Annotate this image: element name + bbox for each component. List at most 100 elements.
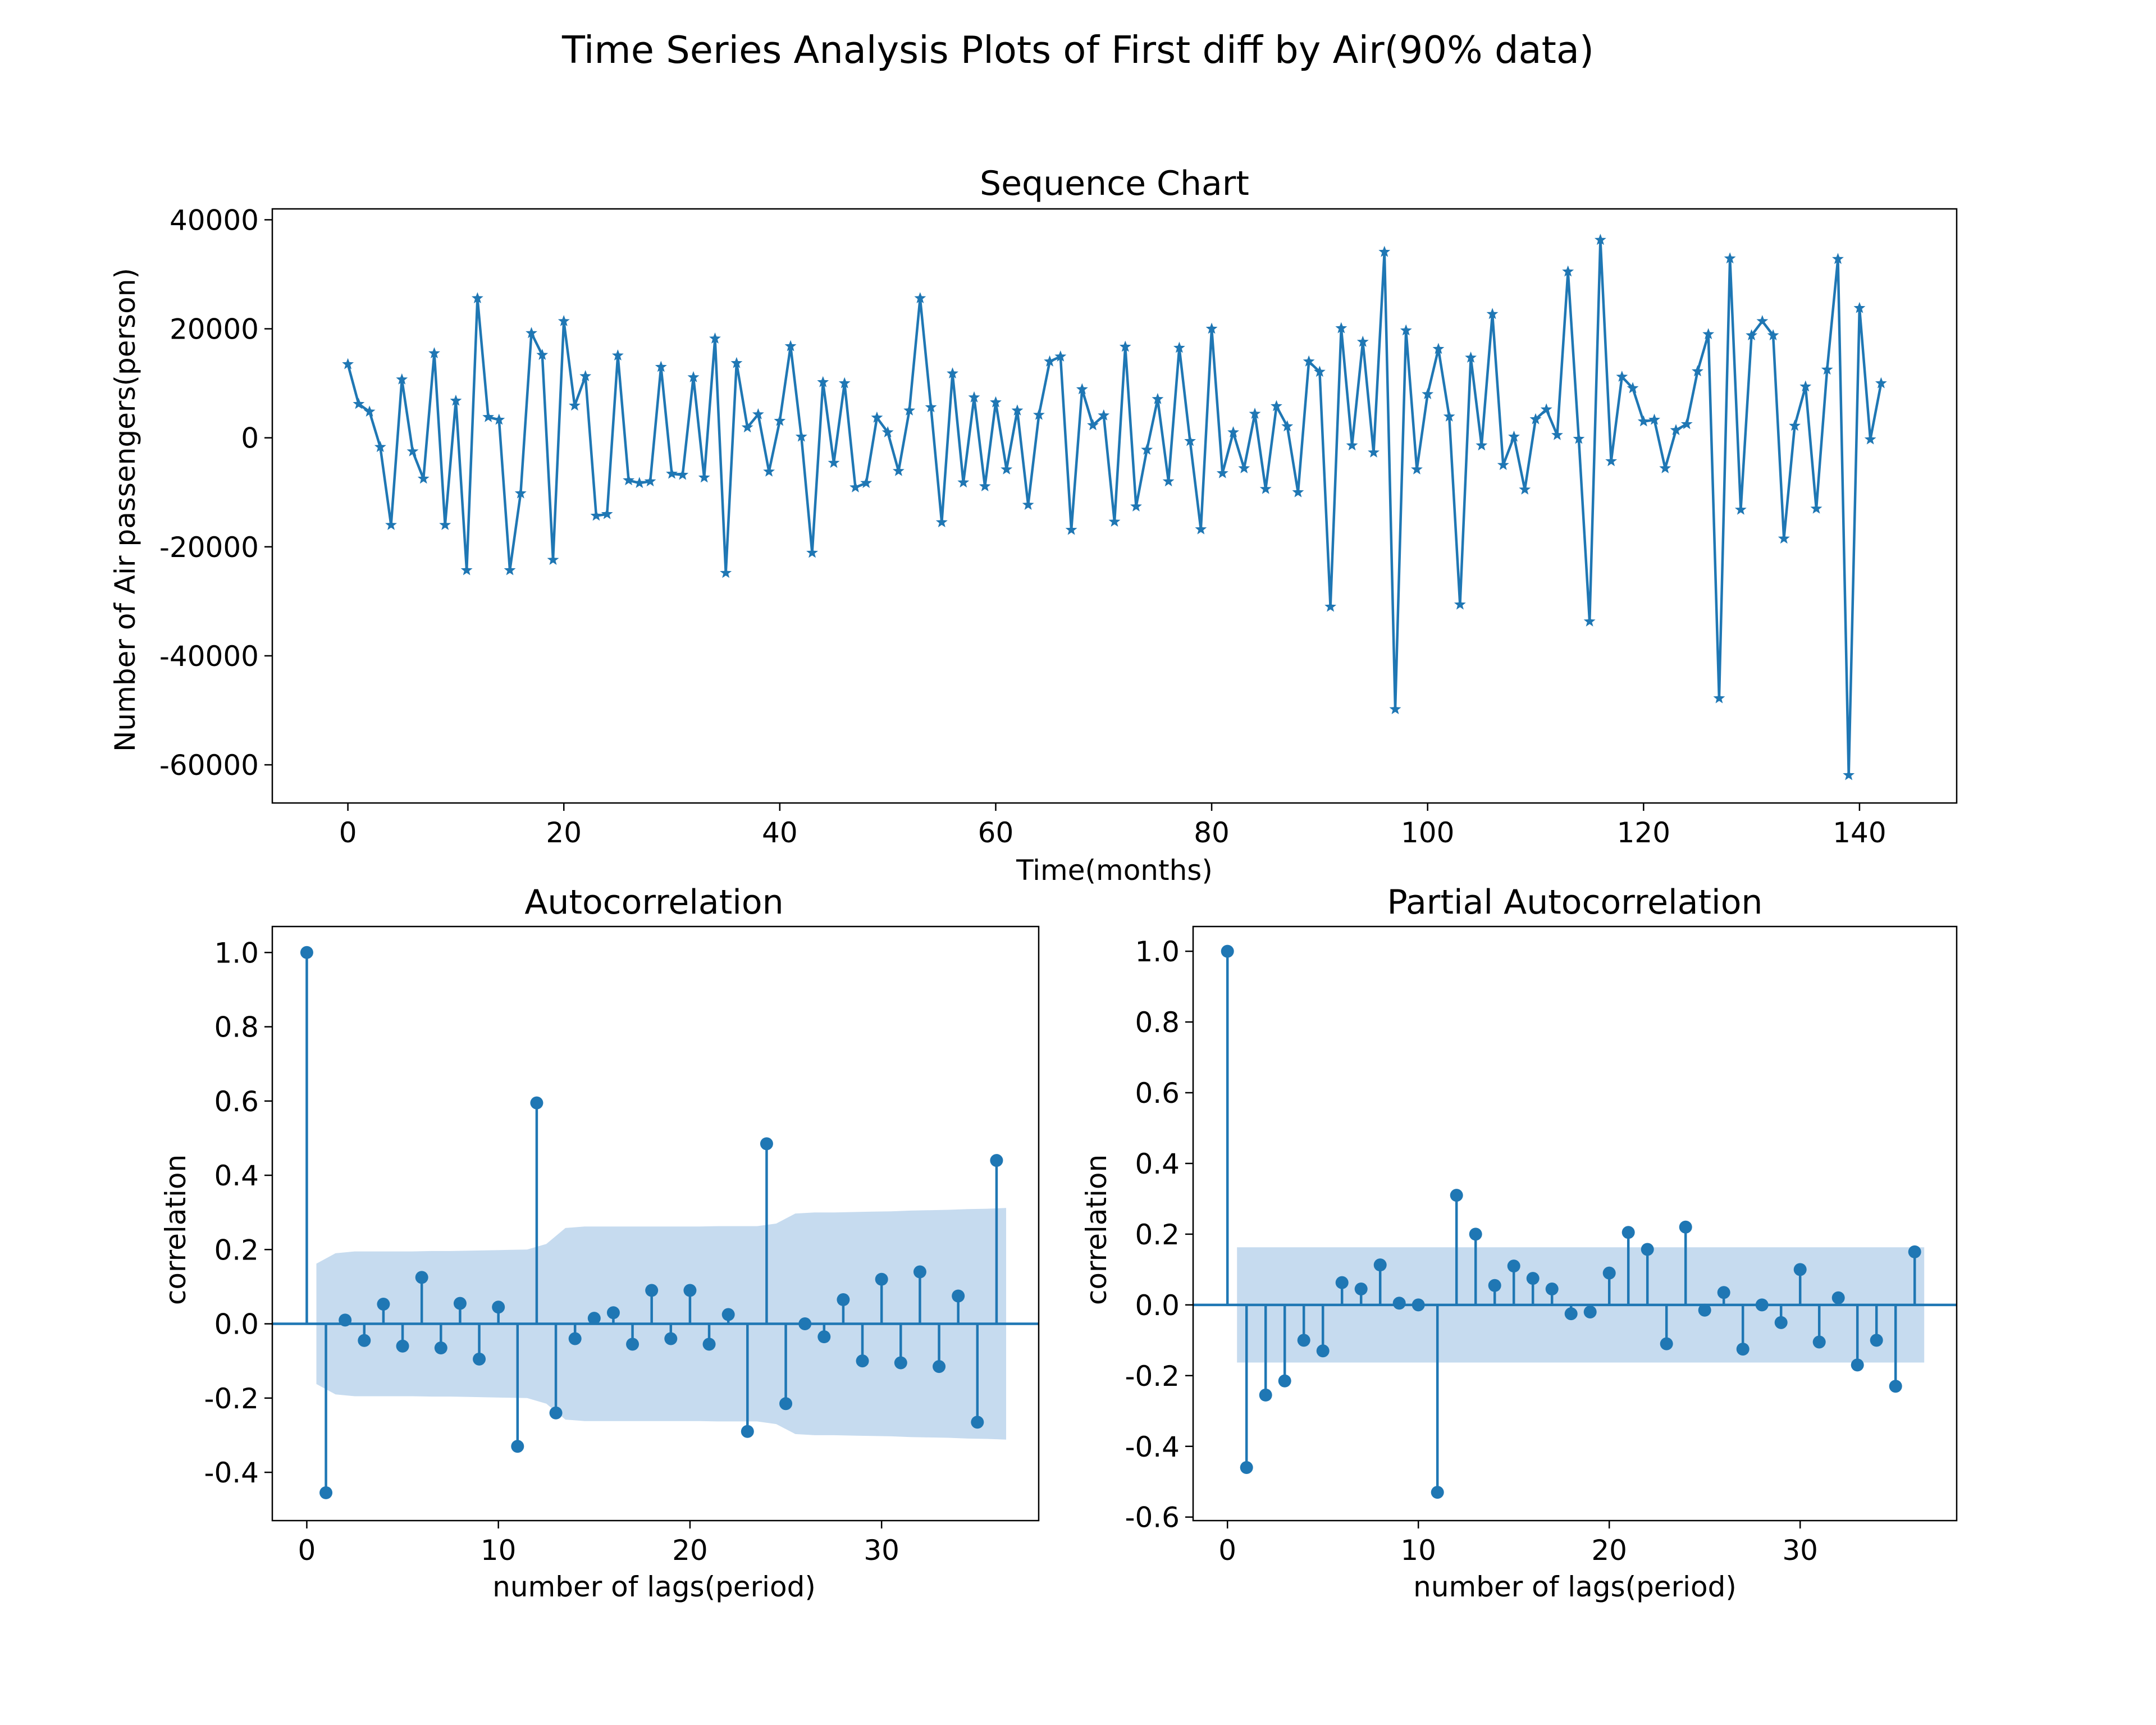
- data-point: [1443, 410, 1455, 422]
- stem-marker: [1774, 1316, 1788, 1329]
- data-point: [687, 371, 700, 382]
- data-point: [1616, 371, 1628, 382]
- x-tick-label: 140: [1833, 816, 1886, 849]
- data-point: [698, 471, 710, 483]
- stem-marker: [1392, 1297, 1406, 1310]
- y-tick-label: 0.2: [1135, 1219, 1180, 1251]
- stem-marker: [683, 1284, 697, 1297]
- y-tick-label: -40000: [159, 640, 259, 673]
- stem-marker: [1889, 1380, 1902, 1393]
- data-point: [1724, 252, 1736, 264]
- data-point: [623, 474, 635, 486]
- stem-marker: [434, 1341, 447, 1355]
- data-point: [925, 401, 937, 413]
- data-point: [849, 481, 861, 492]
- y-tick-label: -0.4: [204, 1457, 259, 1489]
- data-point: [460, 564, 473, 576]
- data-point: [1292, 486, 1304, 498]
- data-point: [1454, 598, 1466, 610]
- stem-marker: [1870, 1334, 1883, 1347]
- stem-marker: [798, 1317, 812, 1331]
- y-tick-label: 1.0: [1135, 935, 1180, 968]
- data-point: [1313, 366, 1326, 377]
- y-tick-label: 0.8: [1135, 1006, 1180, 1039]
- y-tick-label: 0.6: [1135, 1077, 1180, 1110]
- data-point: [1356, 335, 1369, 347]
- data-point: [1001, 463, 1013, 474]
- data-point: [881, 426, 894, 437]
- stem-marker: [1583, 1305, 1597, 1318]
- stem-marker: [492, 1300, 505, 1314]
- data-point: [1637, 415, 1650, 427]
- stem-marker: [1259, 1388, 1272, 1402]
- x-tick-label: 20: [1591, 1534, 1627, 1567]
- stem-marker: [779, 1397, 793, 1411]
- y-tick-label: 1.0: [214, 937, 259, 969]
- data-point: [611, 349, 624, 360]
- axes-frame: [1192, 925, 1958, 1522]
- x-tick-label: 10: [481, 1534, 517, 1567]
- data-point: [1108, 515, 1121, 527]
- data-point: [1076, 383, 1088, 395]
- x-tick-label: 10: [1400, 1534, 1436, 1567]
- data-point: [1551, 428, 1563, 440]
- data-point: [1173, 341, 1185, 353]
- stem-marker: [1431, 1486, 1444, 1499]
- data-point: [1508, 430, 1520, 442]
- data-point: [633, 477, 646, 489]
- stem-marker: [913, 1265, 926, 1279]
- stem-marker: [1717, 1286, 1730, 1299]
- stem-marker: [1660, 1337, 1673, 1350]
- data-point: [968, 391, 980, 403]
- data-point: [1476, 439, 1488, 451]
- data-point: [1832, 253, 1844, 264]
- data-point: [601, 508, 613, 519]
- data-point: [1519, 483, 1531, 495]
- stem-marker: [645, 1284, 659, 1297]
- x-tick-label: 20: [546, 816, 582, 849]
- data-point: [763, 465, 775, 477]
- x-tick-label: 60: [978, 816, 1014, 849]
- axes-frame: [271, 925, 1040, 1522]
- figure-suptitle: Time Series Analysis Plots of First diff…: [561, 28, 1594, 72]
- stem-marker: [1602, 1266, 1616, 1280]
- data-point: [1065, 523, 1077, 535]
- data-point: [1810, 502, 1822, 514]
- data-point: [1562, 265, 1574, 277]
- data-point: [947, 367, 958, 378]
- stem-marker: [1793, 1263, 1807, 1276]
- data-point: [1540, 403, 1552, 415]
- stem-marker: [741, 1425, 754, 1438]
- data-point: [1756, 315, 1769, 326]
- y-tick-label: -0.2: [204, 1382, 259, 1415]
- data-point: [817, 376, 829, 387]
- data-point: [1389, 703, 1401, 714]
- data-point: [1281, 420, 1294, 432]
- stem-marker: [1736, 1343, 1750, 1356]
- data-point: [709, 332, 721, 344]
- data-point: [1303, 355, 1315, 367]
- data-point: [1789, 419, 1801, 431]
- data-point: [1346, 439, 1358, 451]
- stem-marker: [952, 1289, 965, 1303]
- stem-marker: [1412, 1298, 1425, 1312]
- data-point: [1670, 424, 1682, 435]
- stem-marker: [549, 1406, 563, 1420]
- data-point: [1864, 433, 1876, 445]
- stem-marker: [1526, 1272, 1540, 1285]
- stem-marker: [473, 1352, 486, 1366]
- data-point: [1422, 388, 1434, 399]
- data-point: [482, 410, 495, 422]
- data-point: [666, 467, 678, 479]
- data-point: [1335, 322, 1347, 334]
- data-point: [579, 370, 592, 381]
- data-point: [795, 430, 807, 442]
- y-tick-label: -0.6: [1125, 1502, 1180, 1534]
- x-tick-label: 30: [1782, 1534, 1818, 1567]
- stem-marker: [1698, 1303, 1711, 1317]
- stem-marker: [1335, 1276, 1349, 1289]
- data-point: [558, 315, 570, 326]
- data-point: [1368, 446, 1380, 458]
- stem-marker: [606, 1306, 620, 1320]
- data-point: [439, 519, 451, 530]
